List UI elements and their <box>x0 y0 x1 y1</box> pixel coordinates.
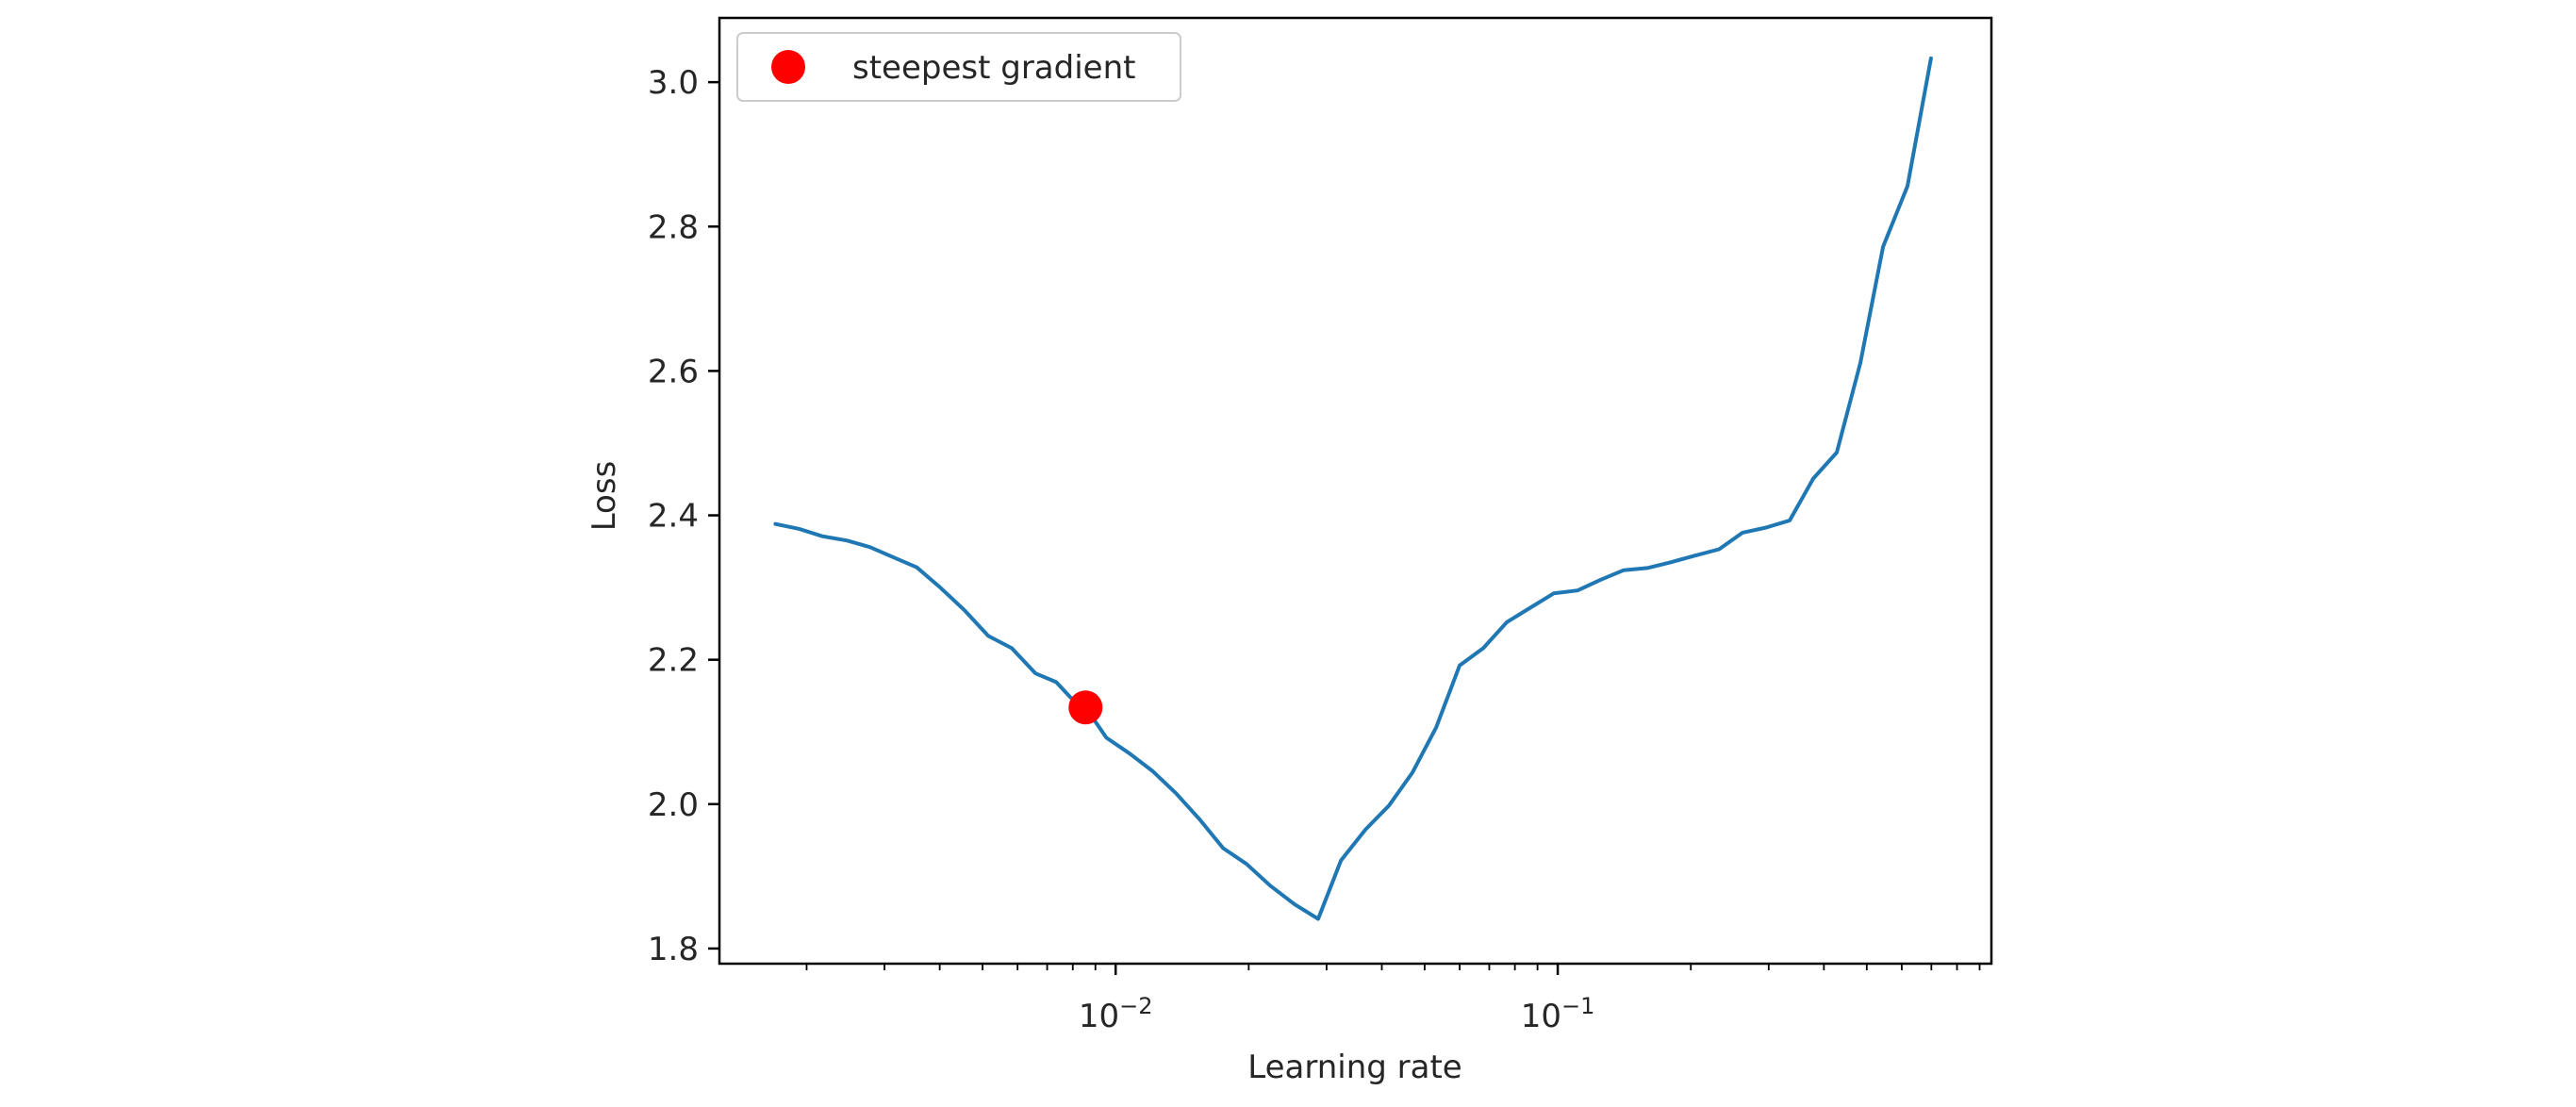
y-axis-label: Loss <box>586 461 623 532</box>
legend-marker-icon <box>771 50 805 84</box>
x-axis-ticks: 10−2 10−1 <box>805 964 1981 1035</box>
y-tick-label: 1.8 <box>648 931 699 968</box>
y-tick-label: 2.6 <box>648 353 699 390</box>
steepest-gradient-marker <box>1068 690 1103 725</box>
x-tick-label: 10−1 <box>1521 993 1595 1035</box>
loss-curve <box>773 56 1933 921</box>
y-tick-label: 3.0 <box>648 64 699 102</box>
plot-area <box>773 56 1933 921</box>
y-tick-label: 2.0 <box>648 786 699 824</box>
y-axis-ticks: 1.8 2.0 2.2 2.4 2.6 2.8 3.0 <box>648 64 719 968</box>
y-tick-label: 2.4 <box>648 498 699 536</box>
legend-box <box>736 32 1181 102</box>
legend-label: steepest gradient <box>852 49 1135 87</box>
y-tick-label: 2.2 <box>648 642 699 680</box>
y-tick-label: 2.8 <box>648 208 699 246</box>
legend: steepest gradient <box>736 32 1181 102</box>
x-axis-label: Learning rate <box>1247 1049 1461 1086</box>
x-tick-label: 10−2 <box>1079 993 1153 1035</box>
axes-frame <box>718 16 1993 966</box>
